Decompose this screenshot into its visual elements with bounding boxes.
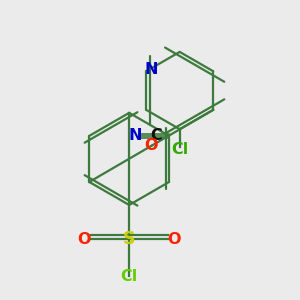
Text: S: S [123, 230, 135, 248]
Text: N: N [128, 128, 142, 143]
Text: O: O [168, 232, 181, 247]
Text: Cl: Cl [171, 142, 188, 157]
Text: O: O [77, 232, 91, 247]
Text: Cl: Cl [121, 269, 138, 284]
Text: N: N [145, 62, 158, 77]
Text: O: O [145, 138, 158, 153]
Text: C: C [150, 128, 162, 143]
